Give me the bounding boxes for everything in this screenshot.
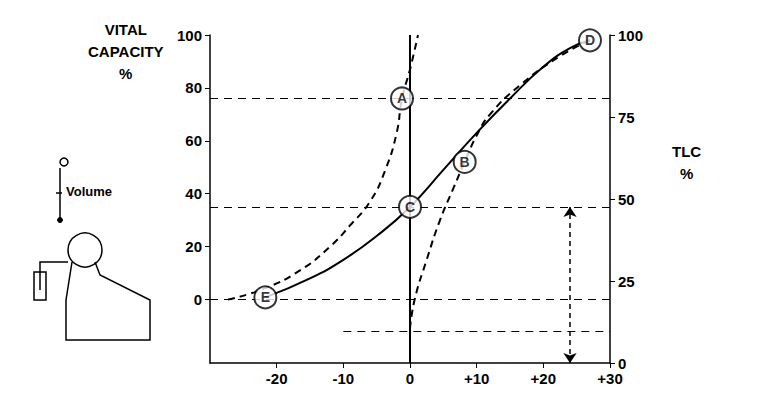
svg-text:E: E [261,289,270,305]
svg-text:TLC: TLC [672,143,701,160]
svg-text:50: 50 [618,191,635,208]
svg-text:40: 40 [185,185,202,202]
svg-text:25: 25 [618,273,635,290]
svg-text:100: 100 [177,27,202,44]
svg-text:+20: +20 [531,370,556,387]
svg-text:B: B [460,154,470,170]
svg-text:-20: -20 [266,370,288,387]
svg-text:Volume: Volume [66,184,112,199]
svg-text:75: 75 [618,109,635,126]
svg-text:D: D [585,32,595,48]
svg-text:100: 100 [618,27,643,44]
svg-text:CAPACITY: CAPACITY [88,43,164,60]
svg-text:80: 80 [185,79,202,96]
svg-text:0: 0 [194,291,202,308]
svg-text:C: C [405,199,415,215]
svg-text:60: 60 [185,132,202,149]
svg-text:+30: +30 [597,370,622,387]
svg-text:A: A [397,90,407,106]
svg-text:%: % [119,65,132,82]
svg-text:0: 0 [406,370,414,387]
svg-text:0: 0 [618,355,626,372]
svg-text:-10: -10 [332,370,354,387]
svg-text:VITAL: VITAL [105,21,147,38]
svg-text:%: % [680,165,693,182]
svg-text:+10: +10 [464,370,489,387]
svg-text:20: 20 [185,238,202,255]
